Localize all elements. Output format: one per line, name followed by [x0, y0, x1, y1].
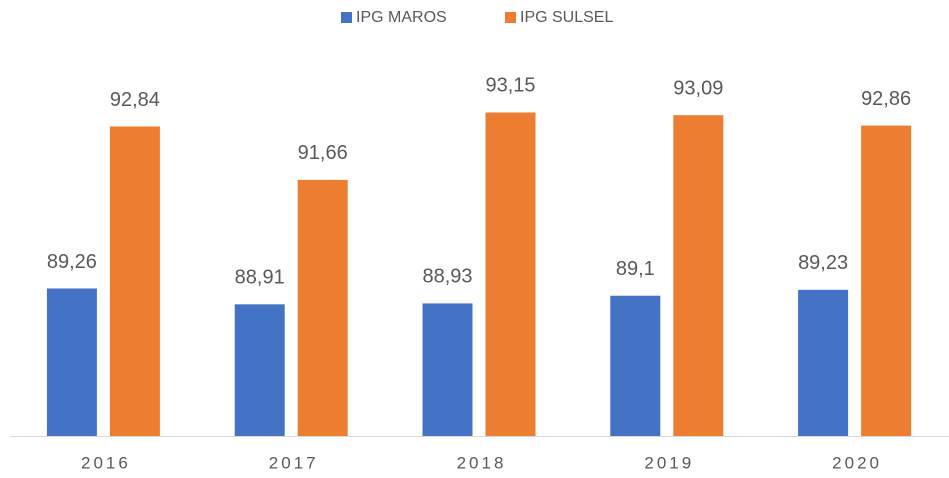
data-label: 92,86 [861, 88, 911, 110]
data-label: 89,23 [798, 252, 848, 274]
data-label: 93,09 [673, 77, 723, 99]
bar [861, 125, 912, 437]
legend-swatch [505, 12, 516, 23]
bar [610, 295, 661, 436]
x-tick-label: 2020 [832, 453, 882, 472]
bar [485, 112, 536, 437]
data-label: 88,91 [235, 267, 285, 289]
legend-swatch [341, 12, 352, 23]
x-tick-label: 2018 [457, 453, 507, 472]
bar [46, 288, 97, 436]
bar [234, 304, 285, 436]
x-tick-label: 2017 [269, 453, 319, 472]
legend-label: IPG MAROS [356, 9, 447, 26]
data-label: 91,66 [298, 142, 348, 164]
bar [297, 179, 348, 436]
legend-label: IPG SULSEL [520, 9, 613, 26]
data-label: 89,26 [47, 251, 97, 273]
bar [422, 303, 473, 436]
data-label: 88,93 [422, 266, 472, 288]
data-label: 93,15 [485, 75, 535, 97]
data-label: 89,1 [616, 258, 655, 280]
x-tick-label: 2016 [81, 453, 131, 472]
bar [673, 115, 724, 437]
bar [109, 126, 160, 437]
x-tick-label: 2019 [644, 453, 694, 472]
data-label: 92,84 [110, 89, 160, 111]
bar [798, 289, 849, 436]
